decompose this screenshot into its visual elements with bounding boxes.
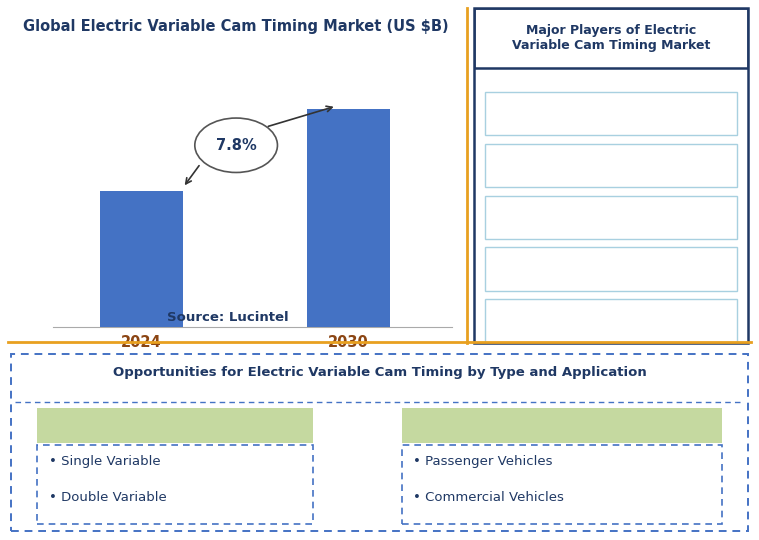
Bar: [100, 191, 183, 327]
FancyBboxPatch shape: [402, 408, 722, 443]
FancyBboxPatch shape: [485, 247, 737, 291]
Text: • Double Variable: • Double Variable: [49, 491, 166, 504]
Text: Application: Application: [519, 419, 604, 432]
FancyBboxPatch shape: [37, 408, 313, 443]
Text: • Passenger Vehicles: • Passenger Vehicles: [413, 455, 553, 468]
Text: Global Electric Variable Cam Timing Market (US $B): Global Electric Variable Cam Timing Mark…: [23, 19, 449, 34]
Text: Type: Type: [158, 419, 192, 432]
Text: • Commercial Vehicles: • Commercial Vehicles: [413, 491, 564, 504]
Text: Major Players of Electric
Variable Cam Timing Market: Major Players of Electric Variable Cam T…: [512, 24, 710, 52]
Ellipse shape: [195, 118, 278, 172]
FancyBboxPatch shape: [485, 92, 737, 136]
Text: Delphi: Delphi: [589, 158, 633, 172]
Text: 7.8%: 7.8%: [216, 138, 257, 153]
Text: Opportunities for Electric Variable Cam Timing by Type and Application: Opportunities for Electric Variable Cam …: [112, 366, 647, 379]
Text: Bosch: Bosch: [591, 262, 631, 276]
Text: Denso: Denso: [589, 106, 633, 120]
Text: Source: Lucintel: Source: Lucintel: [167, 311, 288, 324]
Text: Valeo: Valeo: [592, 314, 630, 328]
FancyBboxPatch shape: [485, 299, 737, 343]
Text: Hitachi Automotive: Hitachi Automotive: [544, 211, 678, 224]
Text: • Single Variable: • Single Variable: [49, 455, 160, 468]
FancyBboxPatch shape: [485, 195, 737, 239]
FancyBboxPatch shape: [485, 144, 737, 187]
Bar: [307, 109, 389, 327]
